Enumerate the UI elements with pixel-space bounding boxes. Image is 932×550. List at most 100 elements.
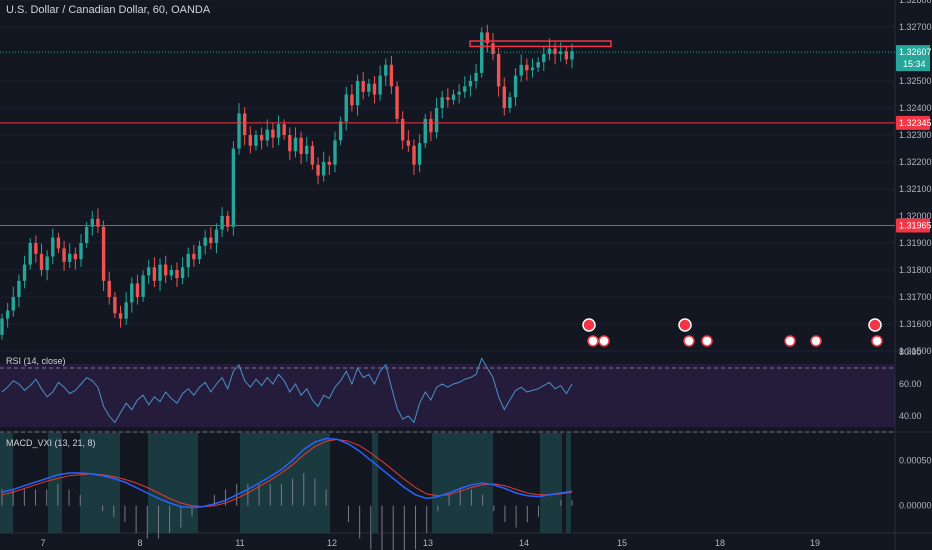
candle-body [559,51,563,54]
candle-body [231,148,236,227]
y-axis-tick-label: 1.31600 [899,319,932,329]
candle-body [17,280,21,297]
candle-body [5,310,10,319]
candle-body [480,32,484,73]
candle-body [158,264,162,281]
rsi-band-fill [0,364,895,427]
x-axis-tick-label: 14 [519,538,529,548]
x-axis-tick-label: 12 [327,538,337,548]
candle-body [299,137,303,154]
candle-body [338,121,343,141]
candle-body [22,264,27,281]
resistance-zone [469,40,612,48]
y-axis-tick-label: 1.31700 [899,292,932,302]
candle-body [333,140,337,165]
candle-body [242,113,247,135]
candle-body [519,64,523,76]
macd-shade [372,433,378,533]
candle-body [547,48,552,54]
candle-body [288,135,292,152]
price-tag-label: 1.31965 [899,220,932,230]
candle-body [197,245,202,260]
candle-body [135,283,140,297]
candle-body [34,243,38,254]
rsi-tick-label: 80.00 [899,347,922,357]
rsi-tick-label: 40.00 [899,411,922,421]
macd-tick-label: 0.00000 [899,501,932,511]
candle-body [169,270,173,276]
macd-shade [566,433,571,533]
rsi-line [1,357,573,424]
candle-body [530,67,535,71]
candle-body [56,237,61,249]
event-marker-icon [868,318,882,332]
candle-body [474,72,478,81]
candle-body [316,164,320,176]
candle-body [536,62,540,68]
candle-body [525,64,529,71]
candle-body [423,118,427,144]
macd-shade [80,433,120,533]
candle-body [276,124,281,138]
candle-body [254,135,258,146]
macd-shade [240,433,330,533]
macd-shade [540,433,562,533]
y-axis-tick-label: 1.31500 [899,346,932,356]
y-axis-tick-label: 1.32700 [899,22,932,32]
candle-body [395,86,399,119]
candle-body [468,81,473,87]
candle-body [0,318,4,335]
event-marker-icon [871,335,883,347]
rsi-title: RSI (14, close) [6,356,66,366]
candle-body [259,135,264,141]
candle-body [209,237,213,243]
candle-body [84,226,89,243]
macd-title: MACD_VXI (13, 21, 8) [6,438,96,448]
x-axis-tick-label: 15 [617,538,627,548]
candle-body [440,97,444,108]
candle-body [248,135,253,146]
candle-body [11,297,15,311]
candle-body [412,145,416,165]
candle-body [350,94,354,106]
candle-body [96,218,100,227]
macd-shade [48,433,62,533]
candle-body [220,216,224,230]
event-marker-icon [587,335,599,347]
candle-body [45,256,49,270]
event-marker-icon [683,335,695,347]
candle-body [542,54,546,63]
candle-body [186,253,190,268]
candle-body [118,313,123,319]
candle-body [107,280,111,297]
candle-body [265,129,269,141]
event-marker-icon [582,318,596,332]
candle-body [293,137,298,152]
candle-body [163,264,168,276]
candle-body [463,86,467,92]
y-axis-tick-label: 1.32200 [899,157,932,167]
candle-body [282,124,286,135]
candle-body [367,83,371,92]
candle-body [496,54,501,87]
candle-body [355,81,360,106]
y-axis-tick-label: 1.31800 [899,265,932,275]
candle-body [62,248,66,262]
candle-body [305,145,309,154]
macd-tick-label: 0.00050 [899,455,932,465]
candle-body [192,253,196,260]
candle-body [372,83,377,95]
candle-body [51,237,55,257]
candle-body [180,267,185,279]
chart-title: U.S. Dollar / Canadian Dollar, 60, OANDA [6,4,211,16]
candle-body [147,267,151,276]
candle-body [90,218,94,227]
candle-body [226,216,230,227]
candle-body [310,145,315,165]
macd-shade [0,433,13,533]
candle-body [570,51,574,60]
x-axis-tick-label: 8 [137,538,142,548]
event-marker-icon [598,335,610,347]
